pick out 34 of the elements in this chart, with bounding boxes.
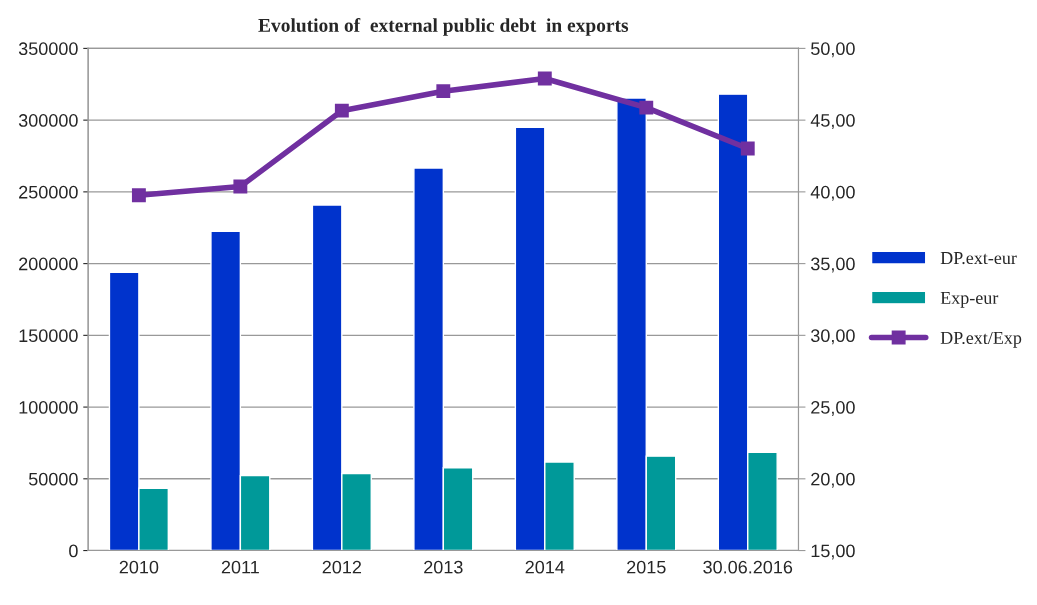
y-tick-label: 0 (69, 544, 78, 558)
y2-tick-label: 45,00 (810, 114, 855, 129)
point (436, 84, 451, 99)
y-tick-label: 200000 (19, 257, 78, 271)
x-tick-label: 2012 (322, 560, 362, 574)
y-tick-label: 300000 (18, 114, 78, 127)
x-tick-label: 30.06.2016 (703, 560, 793, 574)
y2-tick-label: 30,00 (810, 329, 855, 345)
y2-tick-label: 15,00 (811, 544, 855, 560)
legend-label: Exp-eur (940, 292, 999, 308)
chart-title: Evolution of external public debt in exports (258, 18, 629, 36)
point (233, 179, 248, 194)
y2-tick-label: 35,00 (810, 257, 855, 273)
y-tick-label: 150000 (19, 329, 78, 343)
x-tick-label: 2015 (627, 560, 666, 574)
legend-label: DP.ext/Exp (940, 331, 1022, 348)
legend-label: DP.ext-eur (940, 252, 1017, 265)
y-tick-label: 350000 (18, 42, 78, 56)
y2-tick-label: 25,00 (811, 401, 855, 416)
y2-tick-label: 40,00 (810, 185, 855, 201)
point (131, 188, 146, 203)
x-tick-label: 2014 (525, 560, 565, 574)
y2-tick-label: 20,00 (811, 472, 855, 488)
point (740, 141, 755, 156)
x-tick-label: 2013 (424, 560, 463, 574)
y-tick-label: 50000 (28, 472, 78, 486)
y-tick-label: 250000 (19, 185, 78, 199)
y-tick-label: 100000 (19, 401, 78, 414)
point (537, 71, 552, 86)
x-tick-label: 2011 (221, 560, 259, 574)
point (639, 100, 654, 115)
y2-tick-label: 50,00 (811, 42, 855, 58)
x-tick-label: 2010 (119, 560, 159, 574)
point (334, 103, 349, 118)
